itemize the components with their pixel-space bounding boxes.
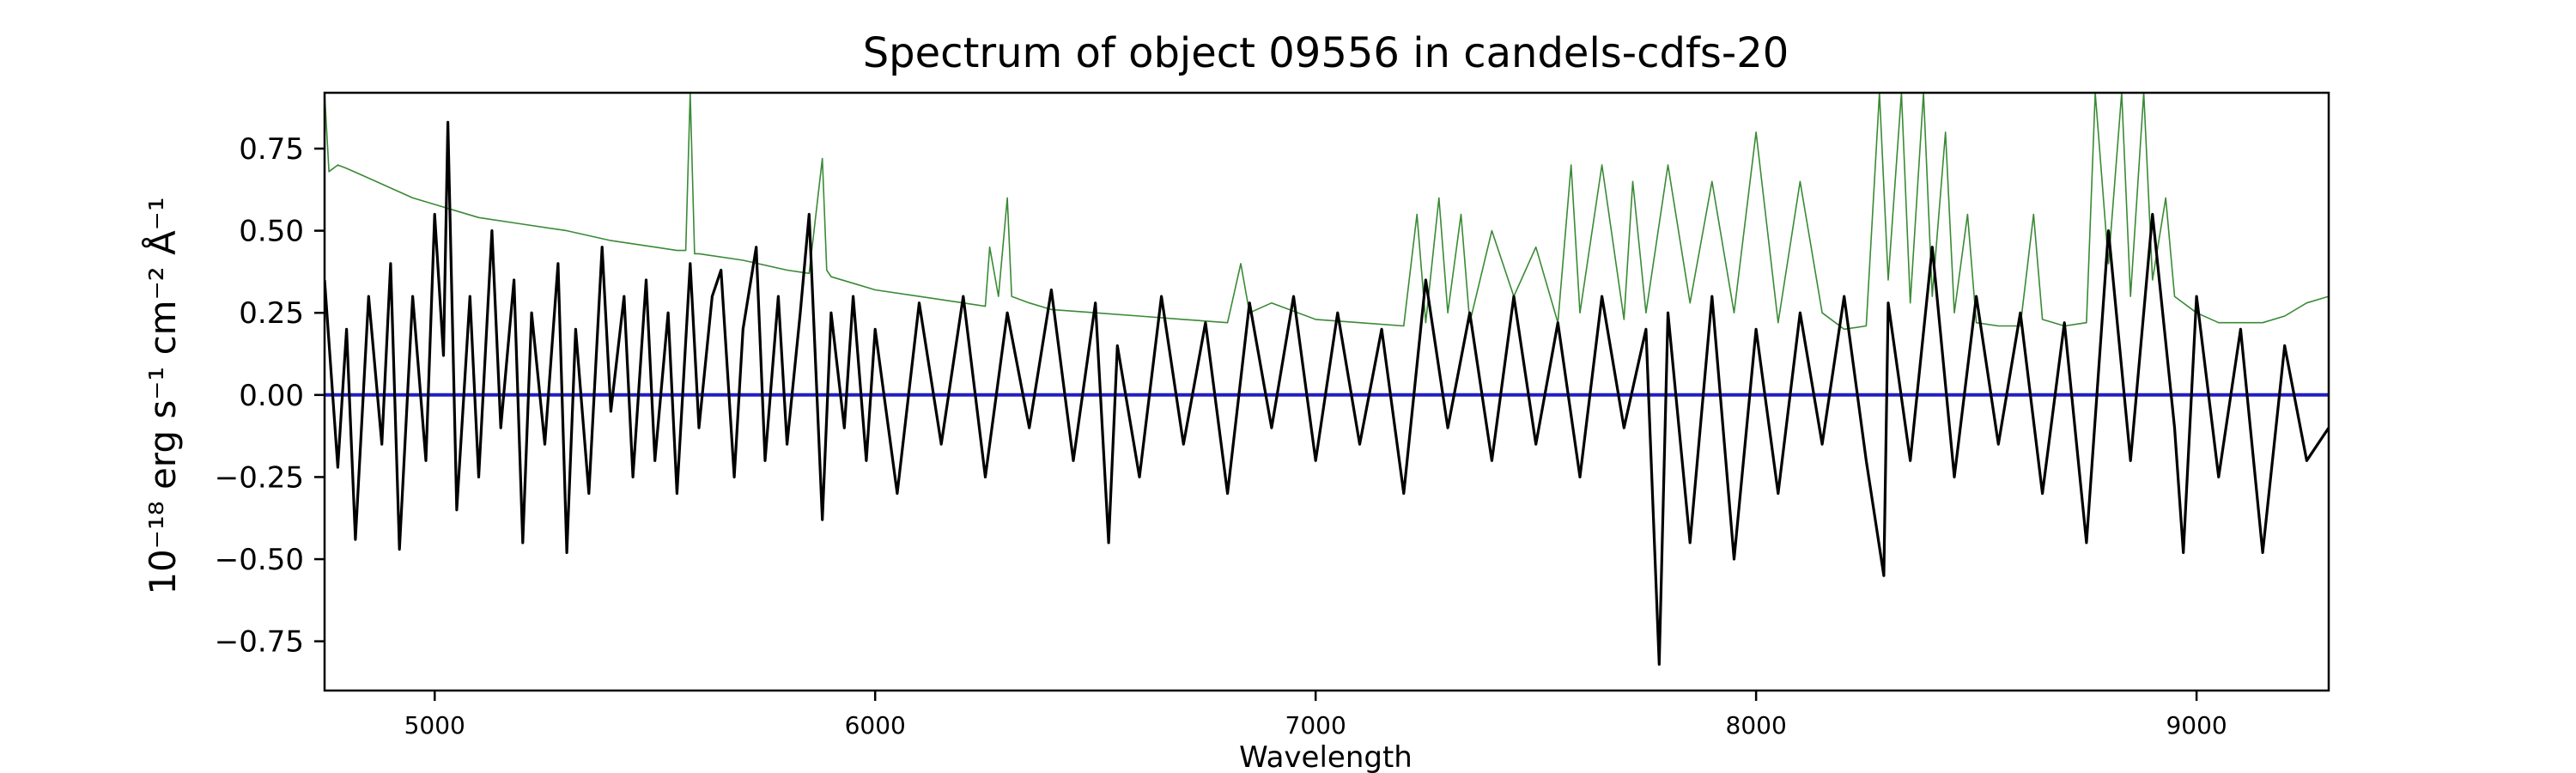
x-tick-label: 6000 — [845, 711, 906, 740]
ticks-layer: 5000 6000 7000 8000 9000 −0.75 −0.50 −0.25 0.00 0… — [215, 132, 2227, 740]
y-tick-label: 0.00 — [239, 379, 304, 413]
x-tick-label: 7000 — [1285, 711, 1346, 740]
y-tick-label: −0.25 — [215, 460, 304, 495]
x-tick-label: 9000 — [2166, 711, 2227, 740]
y-axis-label: 10⁻¹⁸ erg s⁻¹ cm⁻² Å⁻¹ — [141, 197, 184, 594]
y-tick-label: −0.50 — [215, 543, 304, 577]
plot-frame — [323, 91, 2330, 692]
series-line-1 — [325, 93, 2329, 331]
y-tick-label: 0.75 — [239, 132, 304, 167]
y-tick-label: 0.25 — [239, 296, 304, 331]
chart-title: Spectrum of object 09556 in candels-cdfs… — [863, 29, 1789, 77]
x-axis-label: Wavelength — [1239, 740, 1413, 773]
series-line-0 — [325, 120, 2329, 666]
x-tick-label: 8000 — [1726, 711, 1787, 740]
x-tick-label: 5000 — [404, 711, 465, 740]
y-tick-label: −0.75 — [215, 625, 304, 660]
y-tick-label: 0.50 — [239, 215, 304, 249]
series-layer — [325, 93, 2329, 666]
